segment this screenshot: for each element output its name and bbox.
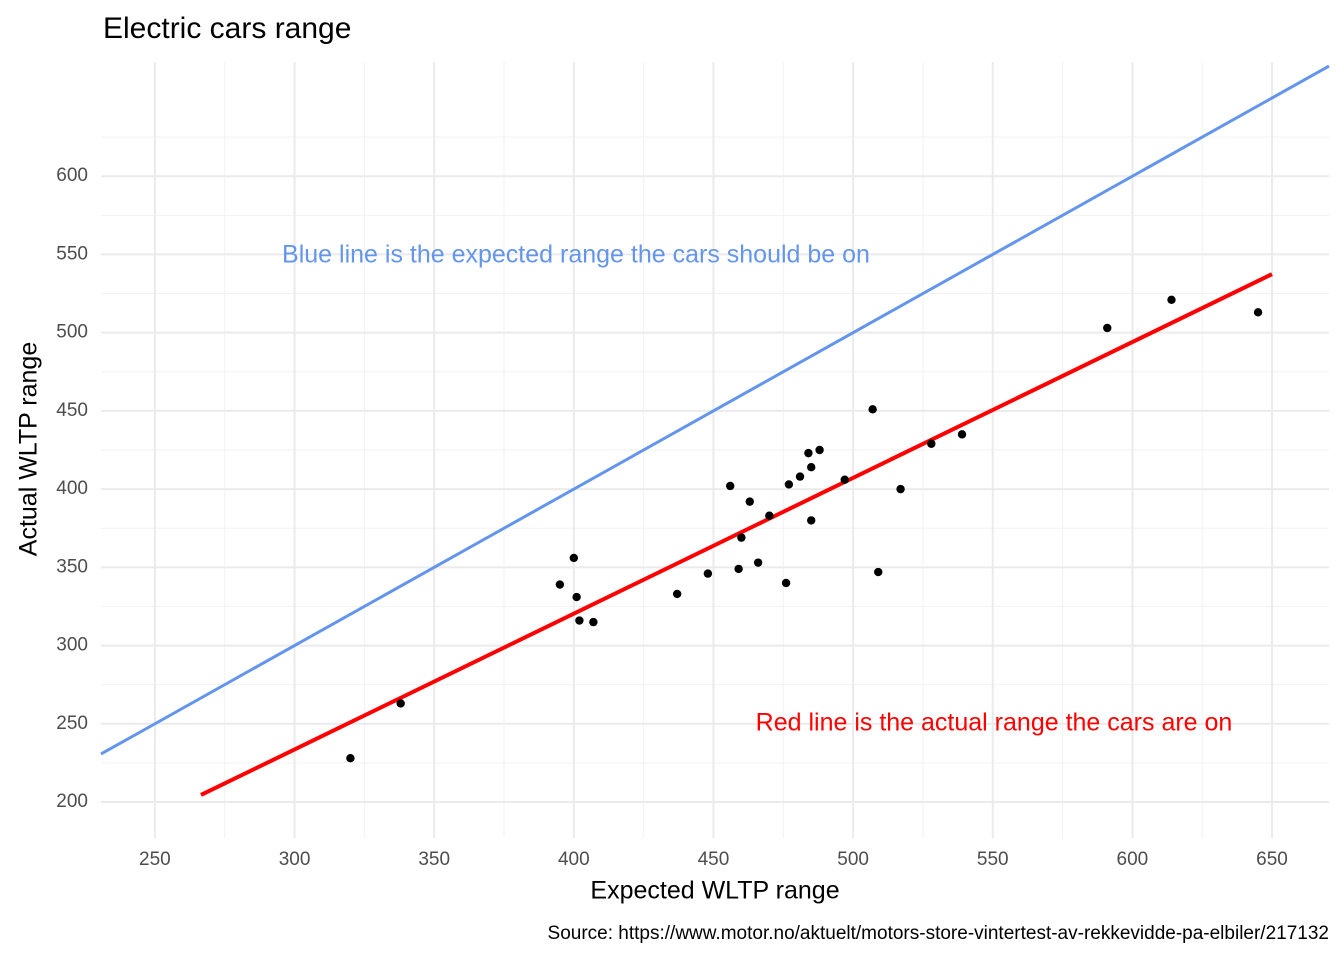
point [346, 754, 355, 763]
x-tick-label: 400 [558, 849, 590, 870]
point [874, 567, 883, 577]
y-tick-label: 600 [56, 165, 88, 186]
point [840, 475, 849, 484]
point [815, 445, 824, 455]
point [575, 616, 584, 625]
point [781, 578, 791, 588]
point [734, 564, 743, 574]
point [1103, 323, 1112, 333]
point [807, 463, 816, 472]
y-tick-label: 200 [56, 791, 88, 812]
point [753, 558, 763, 567]
point [1167, 295, 1176, 305]
line [100, 64, 1330, 756]
point [957, 430, 967, 439]
x-tick-label: 600 [1117, 849, 1149, 870]
y-tick-label: 300 [56, 635, 88, 656]
y-tick-label: 400 [56, 478, 88, 499]
point [765, 511, 774, 520]
caption: Source: https://www.motor.no/aktuelt/mot… [548, 923, 1329, 944]
point [795, 472, 805, 481]
y-tick-label: 250 [56, 713, 88, 734]
line [200, 272, 1273, 797]
x-tick-label: 350 [418, 849, 450, 870]
point [672, 589, 682, 599]
point [807, 516, 816, 525]
point [737, 533, 746, 542]
x-tick-label: 650 [1256, 849, 1288, 870]
point [589, 617, 598, 627]
point [569, 553, 579, 563]
point [726, 481, 735, 491]
annotation: Blue line is the expected range the cars… [282, 241, 870, 269]
y-tick-label: 350 [56, 556, 88, 577]
chart-title: Electric cars range [103, 12, 351, 45]
point [1253, 308, 1263, 317]
point [927, 439, 936, 448]
point [784, 480, 794, 489]
point [804, 448, 813, 458]
x-tick-label: 300 [279, 849, 311, 870]
point [868, 405, 877, 414]
x-axis-label: Expected WLTP range [590, 877, 839, 905]
x-tick-label: 250 [139, 849, 171, 870]
annotation: Red line is the actual range the cars ar… [756, 709, 1233, 737]
point [572, 592, 581, 602]
point [396, 699, 405, 708]
point [555, 580, 565, 589]
y-tick-label: 550 [56, 243, 88, 264]
x-tick-label: 550 [977, 849, 1009, 870]
point [896, 484, 905, 494]
x-tick-label: 500 [837, 849, 869, 870]
y-tick-label: 450 [56, 400, 88, 421]
y-axis-label: Actual WLTP range [15, 342, 43, 556]
point [703, 569, 713, 578]
point [745, 497, 754, 506]
x-tick-label: 450 [698, 849, 730, 870]
y-tick-label: 500 [56, 322, 88, 343]
